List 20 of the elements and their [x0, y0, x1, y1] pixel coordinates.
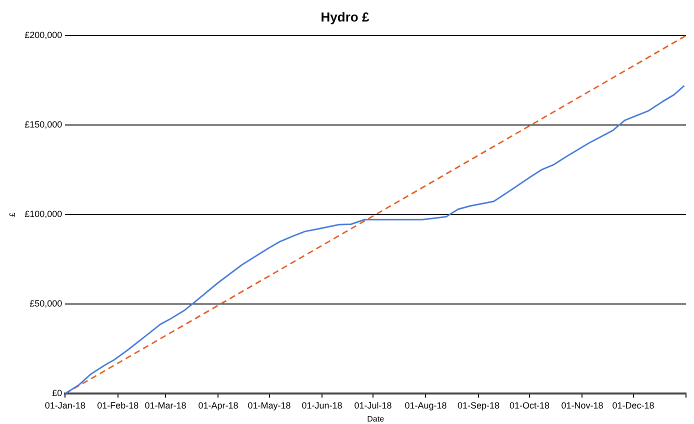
- y-tick-label: £150,000: [24, 120, 62, 130]
- chart-title: Hydro £: [320, 9, 370, 24]
- y-axis-title: £: [8, 212, 18, 217]
- x-tick-label: 01-Oct-18: [509, 400, 550, 410]
- x-tick-label: 01-May-18: [248, 400, 291, 410]
- x-tick-label: 01-Feb-18: [97, 400, 139, 410]
- x-tick-label: 01-Jul-18: [354, 400, 392, 410]
- x-tick-label: 01-Mar-18: [144, 400, 186, 410]
- x-tick-label: 01-Jan-18: [44, 400, 86, 410]
- x-tick-label: 01-Jun-18: [302, 400, 342, 410]
- x-axis-title: Date: [367, 414, 385, 424]
- x-tick-label: 01-Aug-18: [404, 400, 447, 410]
- x-tick-label: 01-Nov-18: [561, 400, 604, 410]
- y-tick-label: £200,000: [24, 30, 62, 40]
- y-tick-label: £100,000: [24, 209, 62, 220]
- y-tick-label: £50,000: [30, 298, 62, 309]
- x-tick-label: 01-Apr-18: [198, 400, 238, 410]
- x-tick-label: 01-Dec-18: [612, 400, 654, 410]
- x-tick-label: 01-Sep-18: [457, 400, 500, 410]
- y-tick-label: £0: [52, 388, 62, 398]
